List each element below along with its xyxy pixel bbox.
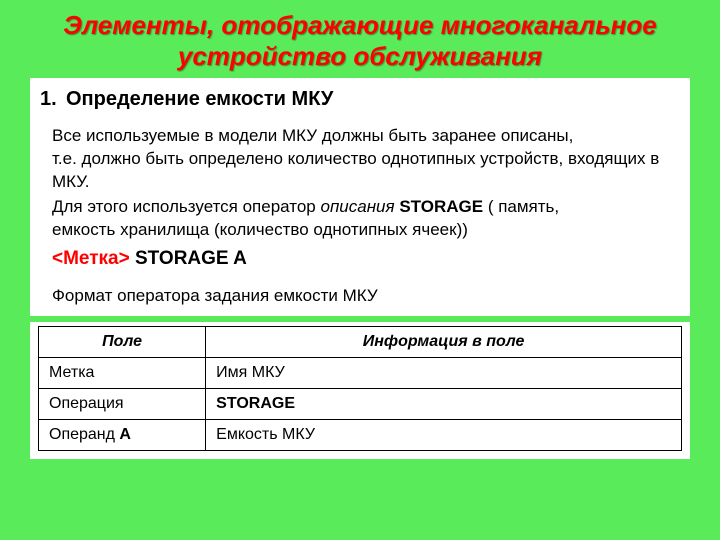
- slide: Элементы, отображающие многоканальное ус…: [0, 0, 720, 540]
- p2-a: Для этого используется оператор: [52, 197, 320, 216]
- slide-title: Элементы, отображающие многоканальное ус…: [0, 0, 720, 72]
- cell-info: Имя МКУ: [206, 358, 682, 389]
- cell-info: STORAGE: [206, 389, 682, 420]
- cell-text-b: STORAGE: [216, 395, 295, 412]
- cell-field: Метка: [39, 358, 206, 389]
- section-heading-text: Определение емкости МКУ: [66, 88, 333, 111]
- cell-text: Имя МКУ: [216, 364, 285, 381]
- storage-op: STORAGE A: [130, 248, 247, 269]
- p2-d: STORAGE: [399, 197, 483, 216]
- content-panel: 1. Определение емкости МКУ Все используе…: [30, 78, 690, 316]
- section-heading: 1. Определение емкости МКУ: [40, 88, 676, 111]
- storage-syntax: <Метка> STORAGE A: [40, 248, 676, 270]
- table-row: Операция STORAGE: [39, 389, 682, 420]
- section-number: 1.: [40, 88, 66, 111]
- cell-field: Операция: [39, 389, 206, 420]
- p2-f: емкость хранилища (количество однотипных…: [52, 220, 468, 239]
- paragraph-1: Все используемые в модели МКУ должны быт…: [40, 125, 676, 194]
- format-table: Поле Информация в поле Метка Имя МКУ Опе…: [38, 326, 682, 451]
- table-row: Операнд A Емкость МКУ: [39, 420, 682, 451]
- p2-b: описания: [320, 197, 394, 216]
- table-panel: Поле Информация в поле Метка Имя МКУ Опе…: [30, 322, 690, 459]
- p1-line2: т.е. должно быть определено количество о…: [52, 149, 659, 191]
- format-caption: Формат оператора задания емкости МКУ: [40, 286, 676, 306]
- storage-label: <Метка>: [52, 248, 130, 269]
- cell-text: Операнд: [49, 426, 119, 443]
- p1-line1: Все используемые в модели МКУ должны быт…: [52, 126, 573, 145]
- th-info: Информация в поле: [206, 327, 682, 358]
- p2-e: ( память,: [483, 197, 559, 216]
- cell-text: Метка: [49, 364, 94, 381]
- cell-info: Емкость МКУ: [206, 420, 682, 451]
- th-field: Поле: [39, 327, 206, 358]
- paragraph-2: Для этого используется оператор описания…: [40, 196, 676, 242]
- cell-text: Операция: [49, 395, 124, 412]
- table-header-row: Поле Информация в поле: [39, 327, 682, 358]
- cell-text-b: A: [119, 426, 131, 443]
- cell-field: Операнд A: [39, 420, 206, 451]
- table-row: Метка Имя МКУ: [39, 358, 682, 389]
- cell-text: Емкость МКУ: [216, 426, 315, 443]
